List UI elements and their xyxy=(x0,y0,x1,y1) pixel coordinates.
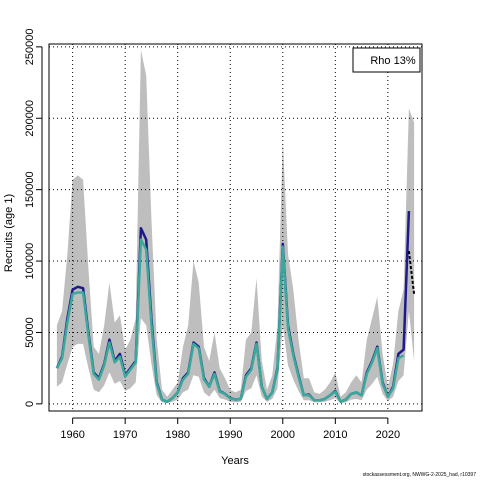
y-axis-title: Recruits (age 1) xyxy=(3,194,15,272)
legend-box xyxy=(352,47,421,73)
confidence-band xyxy=(56,49,415,404)
x-axis-title: Years xyxy=(221,455,249,467)
footnote: stockassessment.org, NWWG-2-2025_had, r1… xyxy=(362,472,476,478)
legend-text: Rho 13% xyxy=(370,55,415,67)
x-tick-label: 1960 xyxy=(60,429,84,441)
y-tick-label: 50000 xyxy=(24,317,36,348)
x-tick-label: 2020 xyxy=(376,429,400,441)
x-tick-label: 1970 xyxy=(113,429,137,441)
y-tick-label: 150000 xyxy=(24,171,36,208)
y-tick-label: 100000 xyxy=(24,243,36,280)
series-line-retro xyxy=(55,238,405,403)
x-tick-label: 2010 xyxy=(323,429,347,441)
axis-layer: 1960 1970 1980 1990 2000 2010 2020 0 50000 100000… xyxy=(24,29,400,441)
plot-frame xyxy=(48,43,423,412)
y-tick-label: 250000 xyxy=(24,29,36,66)
y-tick-label: 0 xyxy=(24,401,36,407)
series-layer xyxy=(55,211,416,403)
series-line-forecast xyxy=(407,250,416,295)
x-tick-label: 2000 xyxy=(271,429,295,441)
x-tick-label: 1980 xyxy=(165,429,189,441)
y-tick-label: 200000 xyxy=(24,100,36,137)
confidence-band-layer xyxy=(56,49,415,404)
x-tick-label: 1990 xyxy=(218,429,242,441)
legend: Rho 13% xyxy=(352,47,421,73)
